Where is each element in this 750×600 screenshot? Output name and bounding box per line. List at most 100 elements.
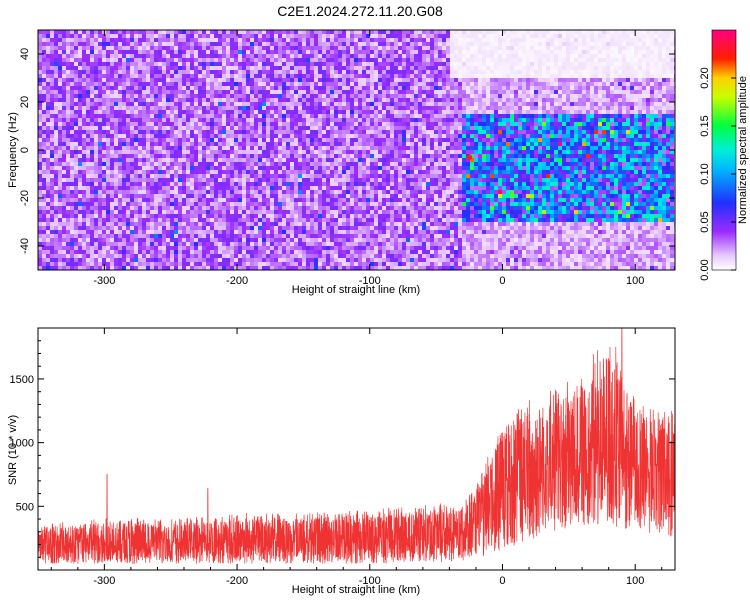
heatmap-cell	[626, 70, 630, 74]
heatmap-cell	[422, 130, 426, 134]
heatmap-cell	[470, 82, 474, 86]
heatmap-cell	[174, 94, 178, 98]
heatmap-cell	[306, 122, 310, 126]
heatmap-cell	[126, 90, 130, 94]
heatmap-cell	[50, 98, 54, 102]
heatmap-cell	[126, 98, 130, 102]
heatmap-cell	[594, 138, 598, 142]
heatmap-cell	[310, 82, 314, 86]
heatmap-cell	[638, 94, 642, 98]
heatmap-cell	[198, 34, 202, 38]
heatmap-cell	[250, 66, 254, 70]
heatmap-cell	[138, 126, 142, 130]
heatmap-cell	[474, 146, 478, 150]
heatmap-cell	[406, 90, 410, 94]
heatmap-cell	[514, 58, 518, 62]
heatmap-cell	[462, 114, 466, 118]
heatmap-cell	[50, 110, 54, 114]
heatmap-cell	[502, 66, 506, 70]
heatmap-cell	[362, 66, 366, 70]
heatmap-cell	[118, 146, 122, 150]
heatmap-cell	[338, 58, 342, 62]
heatmap-cell	[286, 66, 290, 70]
heatmap-cell	[354, 58, 358, 62]
heatmap-cell	[374, 46, 378, 50]
heatmap-cell	[66, 102, 70, 106]
heatmap-cell	[78, 114, 82, 118]
heatmap-cell	[598, 74, 602, 78]
heatmap-cell	[98, 130, 102, 134]
heatmap-cell	[398, 98, 402, 102]
heatmap-cell	[570, 42, 574, 46]
heatmap-cell	[354, 110, 358, 114]
heatmap-cell	[430, 142, 434, 146]
heatmap-cell	[546, 66, 550, 70]
heatmap-cell	[314, 122, 318, 126]
heatmap-cell	[590, 150, 594, 154]
heatmap-cell	[518, 94, 522, 98]
heatmap-cell	[286, 146, 290, 150]
heatmap-cell	[198, 82, 202, 86]
heatmap-cell	[466, 126, 470, 130]
heatmap-cell	[486, 34, 490, 38]
heatmap-cell	[526, 118, 530, 122]
heatmap-cell	[590, 114, 594, 118]
heatmap-cell	[458, 94, 462, 98]
heatmap-cell	[46, 34, 50, 38]
heatmap-cell	[406, 62, 410, 66]
heatmap-cell	[470, 134, 474, 138]
heatmap-cell	[578, 78, 582, 82]
heatmap-cell	[238, 50, 242, 54]
heatmap-cell	[74, 98, 78, 102]
heatmap-cell	[510, 30, 514, 34]
heatmap-cell	[258, 98, 262, 102]
heatmap-cell	[102, 154, 106, 158]
heatmap-cell	[178, 150, 182, 154]
heatmap-cell	[646, 134, 650, 138]
heatmap-cell	[418, 98, 422, 102]
heatmap-cell	[130, 142, 134, 146]
heatmap-cell	[366, 114, 370, 118]
heatmap-cell	[294, 146, 298, 150]
heatmap-cell	[626, 138, 630, 142]
heatmap-cell	[426, 94, 430, 98]
heatmap-cell	[358, 126, 362, 130]
heatmap-cell	[470, 66, 474, 70]
heatmap-cell	[102, 78, 106, 82]
heatmap-cell	[554, 146, 558, 150]
heatmap-cell	[286, 114, 290, 118]
heatmap-cell	[118, 78, 122, 82]
heatmap-cell	[378, 138, 382, 142]
heatmap-cell	[470, 30, 474, 34]
heatmap-cell	[394, 30, 398, 34]
heatmap-cell	[294, 94, 298, 98]
heatmap-cell	[486, 146, 490, 150]
heatmap-cell	[382, 150, 386, 154]
heatmap-cell	[38, 118, 42, 122]
heatmap-cell	[66, 38, 70, 42]
heatmap-cell	[310, 150, 314, 154]
heatmap-cell	[290, 38, 294, 42]
heatmap-cell	[70, 82, 74, 86]
heatmap-cell	[542, 142, 546, 146]
heatmap-cell	[282, 66, 286, 70]
heatmap-cell	[410, 50, 414, 54]
heatmap-cell	[198, 110, 202, 114]
heatmap-cell	[66, 114, 70, 118]
heatmap-cell	[314, 114, 318, 118]
heatmap-cell	[234, 78, 238, 82]
heatmap-cell	[58, 62, 62, 66]
heatmap-cell	[286, 150, 290, 154]
heatmap-cell	[126, 34, 130, 38]
heatmap-cell	[326, 46, 330, 50]
heatmap-cell	[386, 62, 390, 66]
heatmap-cell	[262, 66, 266, 70]
heatmap-cell	[182, 146, 186, 150]
heatmap-cell	[378, 30, 382, 34]
heatmap-cell	[314, 70, 318, 74]
heatmap-cell	[634, 142, 638, 146]
heatmap-cell	[358, 50, 362, 54]
heatmap-cell	[118, 62, 122, 66]
heatmap-cell	[398, 58, 402, 62]
heatmap-cell	[158, 86, 162, 90]
